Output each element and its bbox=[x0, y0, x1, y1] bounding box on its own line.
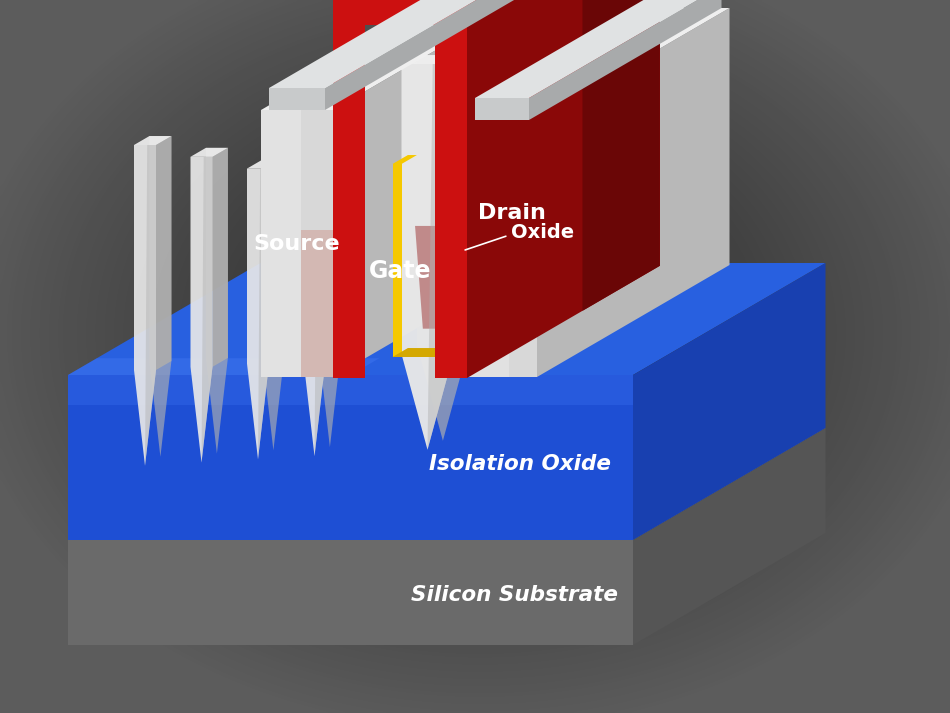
Polygon shape bbox=[319, 175, 341, 447]
Polygon shape bbox=[453, 155, 478, 164]
Polygon shape bbox=[303, 175, 341, 183]
Polygon shape bbox=[529, 0, 721, 120]
Polygon shape bbox=[402, 64, 453, 450]
Polygon shape bbox=[247, 168, 269, 459]
Polygon shape bbox=[467, 0, 659, 378]
Polygon shape bbox=[68, 375, 633, 405]
Polygon shape bbox=[467, 120, 537, 377]
Polygon shape bbox=[201, 157, 213, 463]
Polygon shape bbox=[525, 0, 659, 266]
Polygon shape bbox=[475, 0, 721, 98]
Polygon shape bbox=[258, 168, 269, 459]
Polygon shape bbox=[191, 148, 228, 157]
Polygon shape bbox=[68, 263, 826, 375]
Polygon shape bbox=[247, 160, 284, 168]
Polygon shape bbox=[392, 155, 417, 164]
Polygon shape bbox=[68, 358, 379, 375]
Polygon shape bbox=[537, 8, 730, 377]
Polygon shape bbox=[467, 8, 730, 120]
Polygon shape bbox=[428, 64, 453, 450]
Polygon shape bbox=[435, 0, 467, 378]
Polygon shape bbox=[417, 55, 469, 441]
Polygon shape bbox=[415, 226, 448, 329]
Polygon shape bbox=[134, 136, 171, 145]
Polygon shape bbox=[191, 157, 213, 463]
Polygon shape bbox=[633, 428, 826, 645]
Polygon shape bbox=[325, 0, 518, 110]
Polygon shape bbox=[333, 0, 467, 25]
Text: Oxide: Oxide bbox=[510, 223, 574, 242]
Polygon shape bbox=[68, 540, 633, 645]
Polygon shape bbox=[392, 164, 402, 357]
Polygon shape bbox=[475, 98, 529, 120]
Polygon shape bbox=[262, 160, 284, 451]
Polygon shape bbox=[68, 428, 826, 540]
Polygon shape bbox=[326, 175, 341, 360]
Polygon shape bbox=[145, 145, 156, 466]
Polygon shape bbox=[633, 263, 826, 540]
Polygon shape bbox=[453, 164, 463, 357]
Polygon shape bbox=[149, 136, 171, 457]
Text: Gate: Gate bbox=[369, 259, 431, 283]
Polygon shape bbox=[68, 375, 633, 540]
Polygon shape bbox=[467, 120, 509, 377]
Polygon shape bbox=[261, 110, 333, 377]
Polygon shape bbox=[261, 110, 300, 377]
Polygon shape bbox=[261, 0, 525, 110]
Polygon shape bbox=[314, 183, 326, 456]
Polygon shape bbox=[269, 0, 518, 88]
Polygon shape bbox=[303, 183, 326, 456]
Text: Silicon Substrate: Silicon Substrate bbox=[411, 585, 618, 605]
Text: Drain: Drain bbox=[478, 203, 546, 223]
Polygon shape bbox=[453, 55, 469, 354]
Polygon shape bbox=[402, 55, 469, 64]
Polygon shape bbox=[582, 0, 659, 311]
Polygon shape bbox=[392, 348, 478, 357]
Text: Source: Source bbox=[254, 233, 340, 254]
Polygon shape bbox=[333, 0, 365, 378]
Polygon shape bbox=[156, 136, 171, 370]
Polygon shape bbox=[134, 145, 156, 466]
Polygon shape bbox=[333, 0, 525, 377]
Text: Isolation Oxide: Isolation Oxide bbox=[429, 454, 611, 474]
Polygon shape bbox=[213, 148, 228, 366]
Polygon shape bbox=[269, 88, 325, 110]
Polygon shape bbox=[269, 160, 284, 364]
Polygon shape bbox=[206, 148, 228, 453]
Polygon shape bbox=[300, 230, 333, 377]
